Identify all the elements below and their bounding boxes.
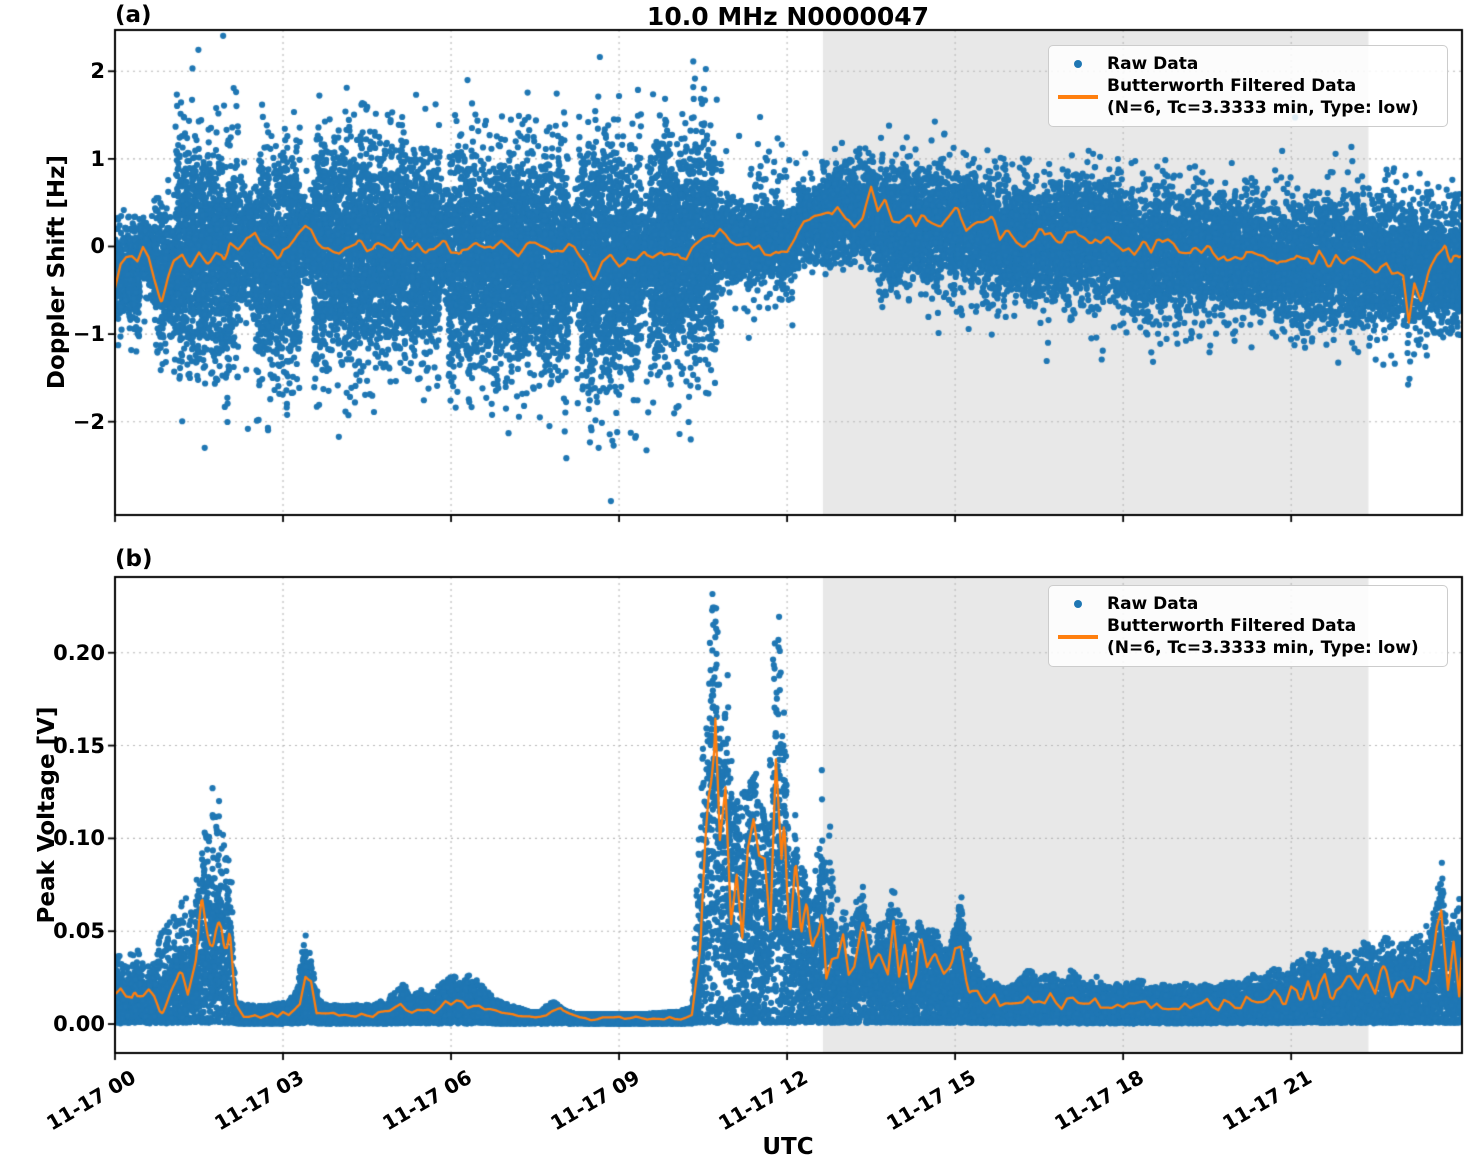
legend-entry-filtered: Butterworth Filtered Data (N=6, Tc=3.333… bbox=[1049, 615, 1437, 659]
y-tick-label-panel-a: −2 bbox=[72, 409, 105, 434]
legend-panel-a: Raw Data Butterworth Filtered Data (N=6,… bbox=[1048, 45, 1448, 127]
panel-a-ylabel: Doppler Shift [Hz] bbox=[44, 154, 70, 390]
orange-line-icon bbox=[1058, 635, 1098, 639]
filtered-line-marker-icon bbox=[1049, 95, 1107, 99]
legend-entry-filtered: Butterworth Filtered Data (N=6, Tc=3.333… bbox=[1049, 75, 1437, 119]
filtered-line-marker-icon bbox=[1049, 635, 1107, 639]
legend-filtered-label-line2: (N=6, Tc=3.3333 min, Type: low) bbox=[1107, 98, 1419, 118]
orange-line-icon bbox=[1058, 95, 1098, 99]
y-tick-label-panel-b: 0.00 bbox=[53, 1012, 105, 1037]
blue-dot-icon bbox=[1074, 600, 1082, 608]
raw-data-marker-icon bbox=[1049, 60, 1107, 68]
legend-filtered-label-line2: (N=6, Tc=3.3333 min, Type: low) bbox=[1107, 638, 1419, 658]
y-tick-label-panel-a: 0 bbox=[90, 234, 105, 259]
raw-data-marker-icon bbox=[1049, 600, 1107, 608]
legend-filtered-label-line1: Butterworth Filtered Data bbox=[1107, 76, 1357, 96]
y-tick-label-panel-b: 0.20 bbox=[53, 640, 105, 665]
legend-filtered-label: Butterworth Filtered Data (N=6, Tc=3.333… bbox=[1107, 615, 1419, 659]
y-tick-label-panel-a: 2 bbox=[90, 59, 105, 84]
legend-raw-label: Raw Data bbox=[1107, 594, 1199, 614]
chart-title: 10.0 MHz N0000047 bbox=[646, 2, 930, 31]
y-tick-label-panel-b: 0.05 bbox=[53, 919, 105, 944]
legend-panel-b: Raw Data Butterworth Filtered Data (N=6,… bbox=[1048, 585, 1448, 667]
legend-filtered-label-line1: Butterworth Filtered Data bbox=[1107, 616, 1357, 636]
legend-entry-raw: Raw Data bbox=[1049, 53, 1437, 75]
legend-raw-label: Raw Data bbox=[1107, 54, 1199, 74]
x-axis-label: UTC bbox=[762, 1134, 814, 1160]
y-tick-label-panel-b: 0.10 bbox=[53, 826, 105, 851]
panel-a-label: (a) bbox=[115, 2, 152, 28]
legend-filtered-label: Butterworth Filtered Data (N=6, Tc=3.333… bbox=[1107, 75, 1419, 119]
y-tick-label-panel-b: 0.15 bbox=[53, 733, 105, 758]
panel-b-label: (b) bbox=[115, 546, 153, 572]
blue-dot-icon bbox=[1074, 60, 1082, 68]
legend-entry-raw: Raw Data bbox=[1049, 593, 1437, 615]
y-tick-label-panel-a: 1 bbox=[90, 146, 105, 171]
y-tick-label-panel-a: −1 bbox=[72, 322, 105, 347]
